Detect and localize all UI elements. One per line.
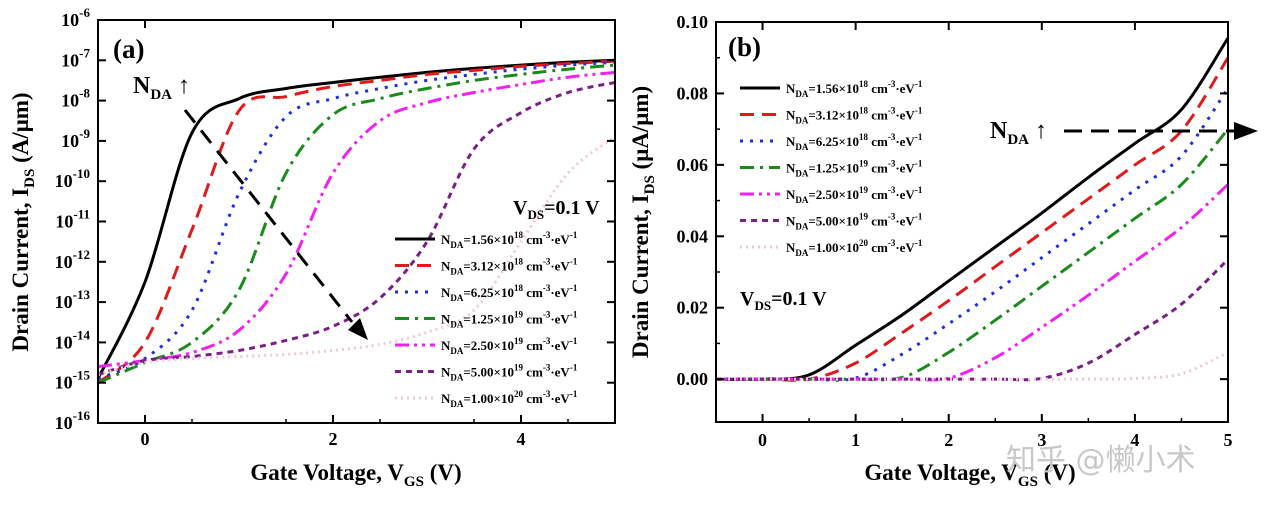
panel-a-series-5-line bbox=[97, 70, 616, 369]
panel-a-trend-arrowhead bbox=[348, 318, 368, 340]
panel-b-vds-annotation: VDS=0.1 V bbox=[740, 288, 827, 313]
panel-b-y-tick-label: 0.06 bbox=[677, 155, 709, 175]
panel-a-y-tick-label: 10-6 bbox=[61, 5, 90, 30]
panel-b-legend-label-7: NDA=1.00×1020 cm-3·eV-1 bbox=[786, 238, 923, 258]
panel-a-x-tick-label: 4 bbox=[517, 429, 526, 449]
panel-b-y-tick-label: 0.08 bbox=[677, 83, 709, 103]
panel-a-y-axis-title: Drain Current, IDS (A/μm) bbox=[8, 92, 38, 351]
panel-a-series-4-line bbox=[97, 63, 616, 385]
panel-a-legend-label-4: NDA=1.25×1019 cm-3·eV-1 bbox=[441, 310, 578, 330]
panel-a: 0 2 4 10-16 10-15 10-14 10-13 10-12 10-11 10-10 10… bbox=[8, 5, 616, 490]
panel-b-trend-arrowhead bbox=[1234, 122, 1258, 140]
panel-a-y-tick-label: 10-16 bbox=[55, 408, 91, 433]
panel-a-series-3-line bbox=[97, 60, 616, 381]
panel-b-series-7-line bbox=[716, 351, 1229, 381]
panel-a-x-tick-label: 2 bbox=[329, 429, 338, 449]
panel-b-y-tick-label: 0.10 bbox=[677, 12, 709, 32]
panel-b-legend-label-4: NDA=1.25×1019 cm-3·eV-1 bbox=[786, 159, 923, 179]
panel-a-y-tick-label: 10-15 bbox=[55, 368, 91, 393]
panel-a-legend: NDA=1.56×1018 cm-3·eV-1 NDA=3.12×1018 cm-… bbox=[395, 230, 578, 409]
panel-b-legend-label-1: NDA=1.56×1018 cm-3·eV-1 bbox=[786, 79, 923, 99]
panel-a-x-axis-title: Gate Voltage, VGS (V) bbox=[250, 460, 461, 490]
panel-b: 0 1 2 3 4 50.000.020.040.060.080.10 (b) NDA ↑ … bbox=[628, 12, 1258, 490]
panel-a-ticks: 0 2 4 10-16 10-15 10-14 10-13 10-12 10-11 10-10 10… bbox=[55, 5, 615, 449]
panel-a-legend-label-7: NDA=1.00×1020 cm-3·eV-1 bbox=[441, 389, 578, 409]
panel-a-y-tick-label: 10-12 bbox=[55, 247, 90, 272]
panel-a-y-tick-label: 10-8 bbox=[61, 86, 90, 111]
panel-a-y-tick-label: 10-7 bbox=[61, 45, 90, 70]
panel-b-x-tick-label: 4 bbox=[1130, 430, 1139, 450]
panel-b-y-tick-label: 0.00 bbox=[677, 369, 709, 389]
panel-b-nda-annotation: NDA ↑ bbox=[990, 118, 1047, 148]
panel-a-y-tick-label: 10-14 bbox=[55, 327, 91, 352]
panel-a-series-6-line bbox=[97, 81, 616, 377]
panel-a-y-tick-label: 10-10 bbox=[55, 166, 90, 191]
panel-b-series-1-line bbox=[715, 37, 1230, 381]
panel-b-plot-frame bbox=[715, 21, 1229, 423]
panel-b-legend-label-2: NDA=3.12×1018 cm-3·eV-1 bbox=[786, 106, 923, 126]
panel-a-y-tick-label: 10-9 bbox=[61, 126, 90, 151]
watermark-text: 知乎 @懒小术 bbox=[1006, 443, 1196, 478]
panel-b-legend-label-5: NDA=2.50×1019 cm-3·eV-1 bbox=[786, 185, 923, 205]
panel-a-y-tick-label: 10-11 bbox=[55, 207, 90, 232]
panel-b-legend: NDA=1.56×1018 cm-3·eV-1 NDA=3.12×1018 cm-… bbox=[740, 79, 923, 258]
panel-a-legend-label-1: NDA=1.56×1018 cm-3·eV-1 bbox=[441, 230, 578, 250]
panel-a-x-tick-label: 0 bbox=[141, 429, 150, 449]
panel-a-legend-label-6: NDA=5.00×1019 cm-3·eV-1 bbox=[441, 363, 578, 383]
panel-b-x-tick-label: 1 bbox=[851, 430, 860, 450]
panel-b-ticks: 0 1 2 3 4 5 0.00 0.02 0.04 0.06 0.08 0.10 bbox=[677, 12, 1233, 450]
panel-b-x-tick-label: 5 bbox=[1224, 430, 1233, 450]
panel-a-trend-arrow-line bbox=[183, 109, 354, 323]
panel-b-legend-label-6: NDA=5.00×1019 cm-3·eV-1 bbox=[786, 212, 923, 232]
panel-b-x-axis-title: Gate Voltage, VGS (V) bbox=[864, 460, 1075, 490]
panel-a-legend-label-3: NDA=6.25×1018 cm-3·eV-1 bbox=[441, 283, 578, 303]
panel-b-x-tick-label: 0 bbox=[758, 430, 767, 450]
panel-a-vds-annotation: VDS=0.1 V bbox=[513, 197, 600, 222]
panel-b-legend-label-3: NDA=6.25×1018 cm-3·eV-1 bbox=[786, 132, 923, 152]
panel-b-y-tick-label: 0.04 bbox=[677, 226, 709, 246]
panel-b-label: (b) bbox=[728, 32, 761, 62]
panel-a-series-2-line bbox=[97, 59, 616, 384]
panel-b-x-tick-label: 2 bbox=[944, 430, 953, 450]
panel-a-y-tick-label: 10-13 bbox=[55, 287, 91, 312]
panel-a-legend-label-2: NDA=3.12×1018 cm-3·eV-1 bbox=[441, 257, 578, 277]
panel-b-y-tick-label: 0.02 bbox=[677, 298, 709, 318]
panel-a-curves bbox=[96, 58, 616, 385]
panel-b-curves bbox=[715, 37, 1230, 382]
panel-b-x-tick-label: 3 bbox=[1037, 430, 1046, 450]
panel-b-series-6-line bbox=[716, 258, 1230, 382]
panel-a-legend-label-5: NDA=2.50×1019 cm-3·eV-1 bbox=[441, 336, 578, 356]
panel-b-y-axis-title: Drain Current, IDS (μA/μm) bbox=[628, 86, 658, 358]
panel-a-label: (a) bbox=[113, 34, 144, 64]
panel-a-nda-annotation: NDA ↑ bbox=[133, 73, 190, 103]
